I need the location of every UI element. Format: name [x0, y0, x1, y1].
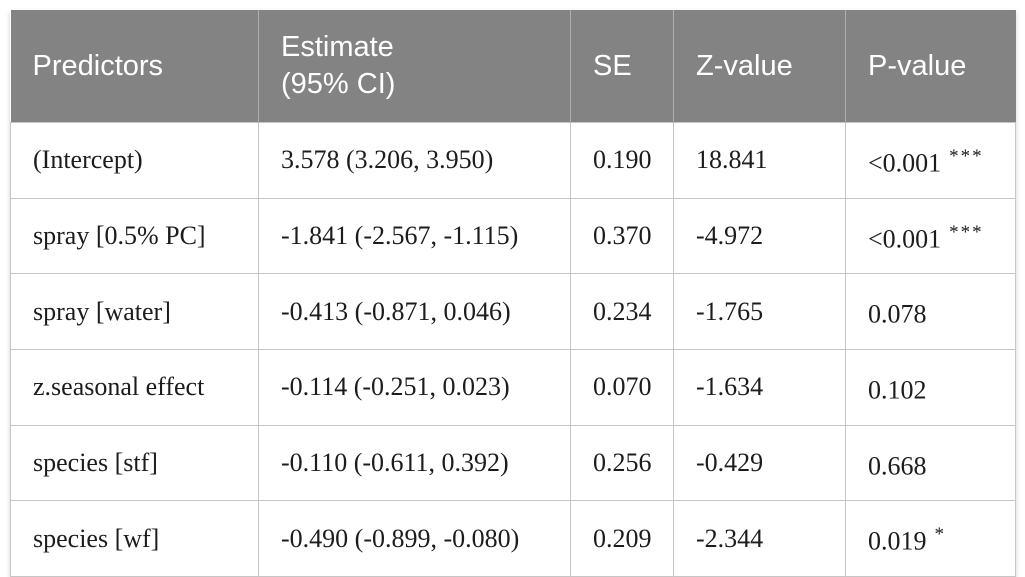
cell-z-value: -4.972	[673, 197, 846, 275]
cell-predictor: species [stf]	[10, 424, 259, 502]
cell-z-value: 18.841	[673, 122, 846, 199]
regression-results-table: Predictors Estimate (95% CI) SE Z-value …	[10, 10, 1016, 577]
significance-stars: *	[934, 524, 946, 546]
cell-se: 0.209	[570, 500, 674, 577]
cell-p-value: 0.019 *	[845, 500, 1016, 577]
p-value-text: <0.001	[868, 224, 942, 254]
table-row: species [stf] -0.110 (-0.611, 0.392) 0.2…	[10, 424, 1016, 502]
cell-estimate: -0.490 (-0.899, -0.080)	[258, 500, 571, 577]
cell-estimate: -0.110 (-0.611, 0.392)	[258, 424, 571, 502]
header-predictors: Predictors	[10, 10, 259, 123]
cell-se: 0.190	[570, 122, 674, 199]
table-row: spray [0.5% PC] -1.841 (-2.567, -1.115) …	[10, 197, 1016, 275]
p-value-text: 0.102	[868, 375, 927, 405]
cell-p-value: 0.078	[845, 273, 1016, 350]
cell-estimate: -0.413 (-0.871, 0.046)	[258, 273, 571, 350]
table-row: spray [water] -0.413 (-0.871, 0.046) 0.2…	[10, 273, 1016, 350]
cell-p-value: <0.001 ***	[845, 122, 1016, 199]
header-z-value: Z-value	[673, 10, 846, 123]
table-row: z.seasonal effect -0.114 (-0.251, 0.023)…	[10, 348, 1016, 426]
cell-p-value: 0.668	[845, 424, 1016, 502]
header-se: SE	[570, 10, 674, 123]
cell-z-value: -1.765	[673, 273, 846, 350]
cell-predictor: spray [water]	[10, 273, 259, 350]
p-value-text: 0.078	[868, 299, 927, 329]
header-p-value: P-value	[845, 10, 1016, 123]
cell-z-value: -0.429	[673, 424, 846, 502]
table-row: species [wf] -0.490 (-0.899, -0.080) 0.2…	[10, 500, 1016, 577]
cell-se: 0.070	[570, 348, 674, 426]
significance-stars: ***	[949, 221, 984, 243]
p-value-text: <0.001	[868, 148, 942, 178]
cell-z-value: -2.344	[673, 500, 846, 577]
cell-estimate: -0.114 (-0.251, 0.023)	[258, 348, 571, 426]
cell-se: 0.234	[570, 273, 674, 350]
table-row: (Intercept) 3.578 (3.206, 3.950) 0.190 1…	[10, 122, 1016, 199]
table-header-row: Predictors Estimate (95% CI) SE Z-value …	[10, 10, 1016, 123]
cell-z-value: -1.634	[673, 348, 846, 426]
cell-se: 0.370	[570, 197, 674, 275]
cell-p-value: <0.001 ***	[845, 197, 1016, 275]
p-value-text: 0.668	[868, 451, 927, 481]
cell-predictor: spray [0.5% PC]	[10, 197, 259, 275]
p-value-text: 0.019	[868, 526, 927, 556]
significance-stars: ***	[949, 146, 984, 167]
cell-predictor: (Intercept)	[10, 122, 259, 199]
cell-estimate: -1.841 (-2.567, -1.115)	[258, 197, 571, 275]
stats-table-frame: Predictors Estimate (95% CI) SE Z-value …	[10, 10, 1016, 577]
cell-predictor: z.seasonal effect	[10, 348, 259, 426]
cell-se: 0.256	[570, 424, 674, 502]
cell-predictor: species [wf]	[10, 500, 259, 577]
cell-p-value: 0.102	[845, 348, 1016, 426]
cell-estimate: 3.578 (3.206, 3.950)	[258, 122, 571, 199]
header-estimate-ci: Estimate (95% CI)	[258, 10, 571, 123]
